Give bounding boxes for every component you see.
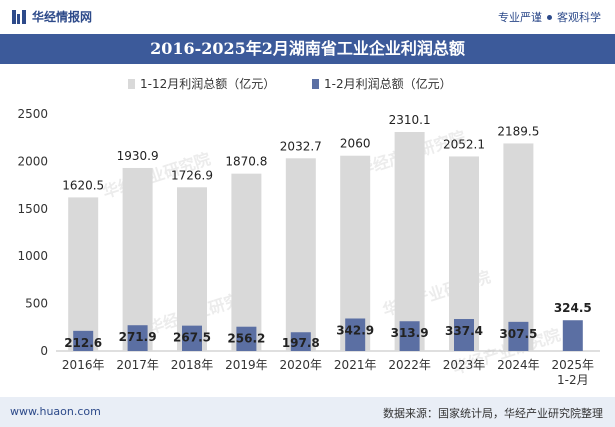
data-label-annual: 2060: [340, 137, 371, 151]
data-label-jan-feb: 342.9: [336, 323, 374, 337]
x-tick-label: 1-2月: [557, 373, 589, 387]
bar-annual: [231, 173, 262, 351]
x-tick-label: 2023年: [443, 358, 486, 372]
chart-title: 2016-2025年2月湖南省工业企业利润总额: [0, 34, 615, 64]
data-label-annual: 2310.1: [389, 113, 431, 127]
slogan-right: 客观科学: [557, 11, 601, 24]
bar-annual: [449, 156, 479, 351]
bar-annual: [285, 158, 316, 351]
data-label-jan-feb: 267.5: [173, 331, 211, 345]
brand-logo[interactable]: 华经情报网: [12, 8, 92, 25]
x-tick-label: 2019年: [225, 358, 268, 372]
bar-jan-feb: [508, 321, 529, 351]
bar-jan-feb: [290, 332, 311, 351]
chart-area: 华经产业研究院华经产业研究院华经产业研究院华经产业研究院华经产业研究院1-12月…: [0, 64, 615, 394]
y-tick-label: 500: [25, 297, 48, 311]
data-label-jan-feb: 271.9: [119, 330, 157, 344]
y-tick-label: 1500: [17, 202, 48, 216]
data-label-jan-feb: 256.2: [227, 332, 265, 346]
data-label-jan-feb: 197.8: [282, 336, 320, 350]
footer-site-link[interactable]: www.huaon.com: [10, 405, 101, 418]
y-tick-label: 2000: [17, 154, 48, 168]
slogan: 专业严谨 客观科学: [498, 9, 601, 25]
bar-annual: [177, 187, 207, 351]
slogan-left: 专业严谨: [498, 11, 542, 24]
data-label-jan-feb: 307.5: [499, 327, 537, 341]
bar-jan-feb: [454, 319, 474, 351]
bar-jan-feb: [345, 318, 366, 351]
data-label-annual: 2189.5: [497, 124, 539, 138]
x-tick-label: 2016年: [62, 358, 105, 372]
x-tick-label: 2020年: [280, 358, 323, 372]
data-label-annual: 1620.5: [62, 178, 104, 192]
legend-label: 1-12月利润总额（亿元）: [140, 76, 275, 91]
bullet-dot-icon: [547, 14, 552, 20]
bar-annual: [68, 197, 99, 351]
brand-logo-icon: [12, 9, 26, 24]
data-label-jan-feb: 337.4: [445, 324, 483, 338]
x-tick-label: 2017年: [116, 358, 159, 372]
data-label-jan-feb: 212.6: [64, 336, 102, 350]
legend-label: 1-2月利润总额（亿元）: [324, 76, 452, 91]
y-tick-label: 0: [40, 344, 48, 358]
legend-swatch: [312, 79, 319, 89]
bar-annual: [394, 132, 425, 351]
bar-jan-feb: [73, 330, 94, 351]
footer: www.huaon.com 数据来源：国家统计局，华经产业研究院整理: [0, 397, 615, 427]
footer-source: 数据来源：国家统计局，华经产业研究院整理: [383, 407, 603, 420]
data-label-annual: 1930.9: [117, 149, 159, 163]
data-label-annual: 2052.1: [443, 137, 485, 151]
bar-annual: [122, 167, 153, 351]
x-tick-label: 2024年: [497, 358, 540, 372]
bar-annual: [340, 155, 371, 351]
x-tick-label: 2018年: [171, 358, 214, 372]
legend-swatch: [128, 79, 135, 89]
bar-jan-feb: [562, 320, 583, 351]
x-tick-label: 2025年: [552, 358, 595, 372]
data-label-jan-feb: 313.9: [391, 326, 429, 340]
bar-annual: [503, 143, 534, 351]
bar-jan-feb: [399, 321, 420, 351]
data-label-jan-feb: 324.5: [554, 301, 592, 315]
y-tick-label: 2500: [17, 107, 48, 121]
y-tick-label: 1000: [17, 249, 48, 263]
brand-name: 华经情报网: [32, 10, 93, 24]
data-label-annual: 1870.8: [225, 155, 267, 169]
bar-jan-feb: [127, 325, 148, 351]
x-tick-label: 2022年: [388, 358, 431, 372]
bar-jan-feb: [182, 325, 202, 351]
bar-chart: 华经产业研究院华经产业研究院华经产业研究院华经产业研究院华经产业研究院1-12月…: [17, 76, 600, 387]
x-tick-label: 2021年: [334, 358, 377, 372]
top-bar: 华经情报网 专业严谨 客观科学: [0, 0, 615, 32]
data-label-annual: 1726.9: [171, 168, 213, 182]
bar-jan-feb: [236, 326, 257, 351]
data-label-annual: 2032.7: [280, 139, 322, 153]
